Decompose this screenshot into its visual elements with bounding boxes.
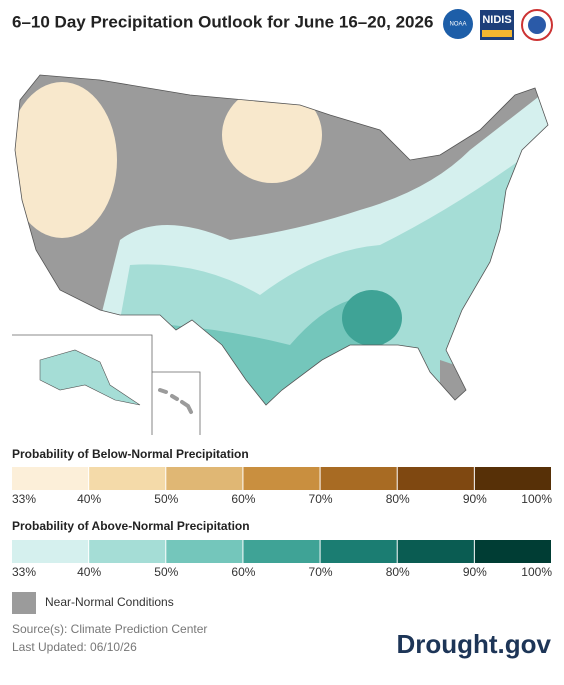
nidis-band	[482, 30, 512, 37]
above-legend: 33% 40% 50% 60% 70% 80% 90% 100%	[12, 540, 552, 579]
alaska	[39, 349, 141, 406]
legend-label: 60%	[231, 565, 255, 579]
color-swatch	[166, 540, 243, 563]
legend-label: 70%	[309, 492, 333, 506]
nidis-logo-text: NIDIS	[482, 14, 511, 26]
below-normal-area	[15, 82, 117, 238]
legend-label: 100%	[521, 492, 552, 506]
color-swatch	[166, 467, 243, 490]
color-swatch	[397, 540, 474, 563]
title: 6–10 Day Precipitation Outlook for June …	[12, 12, 433, 31]
near-normal-label: Near-Normal Conditions	[45, 595, 174, 609]
brand: Drought.gov	[396, 629, 551, 659]
color-swatch	[12, 540, 89, 563]
hawaii	[158, 388, 193, 414]
above-legend-title: Probability of Above-Normal Precipitatio…	[12, 519, 250, 533]
below-legend: 33% 40% 50% 60% 70% 80% 90% 100%	[12, 467, 552, 506]
above-normal-area	[342, 290, 402, 346]
legend-label: 33%	[12, 492, 36, 506]
color-swatch	[320, 467, 397, 490]
noaa-logo-text: NOAA	[449, 22, 466, 28]
legend-label: 80%	[386, 492, 410, 506]
source: Source(s): Climate Prediction Center	[12, 622, 207, 636]
color-swatch	[397, 467, 474, 490]
color-swatch	[89, 467, 166, 490]
legend-label: 70%	[309, 565, 333, 579]
color-swatch	[89, 540, 166, 563]
legend-label: 50%	[154, 565, 178, 579]
legend-label: 40%	[77, 492, 101, 506]
color-swatch	[243, 540, 320, 563]
legend-label: 33%	[12, 565, 36, 579]
near-normal-swatch	[12, 592, 36, 614]
color-swatch	[12, 467, 89, 490]
legend-label: 80%	[386, 565, 410, 579]
color-swatch	[243, 467, 320, 490]
noaa-logo	[443, 9, 473, 39]
below-normal-area	[222, 87, 322, 183]
legend-label: 90%	[463, 492, 487, 506]
last-updated: Last Updated: 06/10/26	[12, 640, 137, 654]
color-swatch	[320, 540, 397, 563]
legend-label: 60%	[231, 492, 255, 506]
color-swatch	[474, 467, 551, 490]
legend-label: 90%	[463, 565, 487, 579]
legend-label: 40%	[77, 565, 101, 579]
legend-label: 50%	[154, 492, 178, 506]
inset-frames	[12, 334, 201, 435]
conus-outline	[14, 74, 549, 406]
legend-label: 100%	[521, 565, 552, 579]
nws-logo-inner	[528, 16, 546, 34]
color-swatch	[474, 540, 551, 563]
below-legend-title: Probability of Below-Normal Precipitatio…	[12, 447, 249, 461]
